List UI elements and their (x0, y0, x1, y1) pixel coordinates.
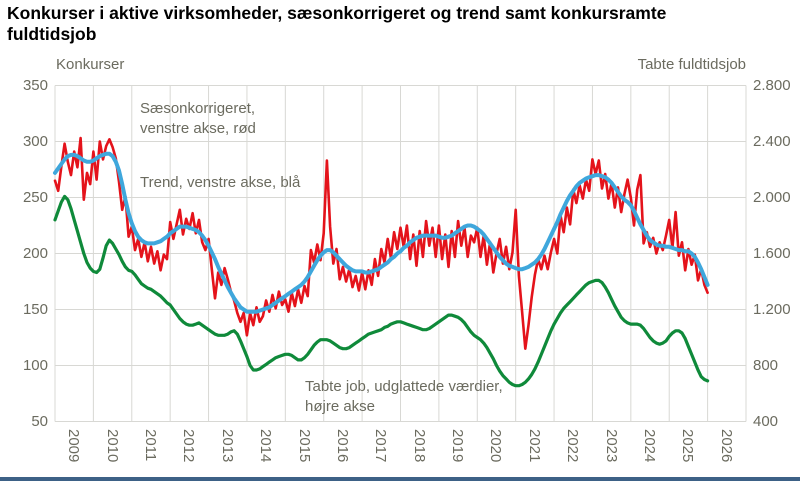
x-axis-year-label: 2025 (679, 428, 697, 462)
x-axis-year-label: 2016 (333, 428, 351, 462)
left-axis-title: Konkurser (56, 56, 125, 73)
series-line-0 (53, 136, 709, 351)
x-axis-year-label: 2012 (180, 428, 198, 462)
annotation-seasonal-line1: Sæsonkorrigeret, (140, 100, 256, 117)
left-axis-tick: 300 (22, 132, 48, 150)
left-axis-tick: 50 (31, 412, 48, 430)
series-line-2 (53, 194, 710, 388)
x-axis-year-label: 2024 (641, 428, 659, 462)
left-axis-tick: 100 (22, 356, 48, 374)
annotation-seasonal-line2: venstre akse, rød (140, 120, 256, 137)
right-axis-tick: 1.200 (753, 300, 791, 318)
x-axis-year-label: 2026 (717, 428, 735, 462)
left-axis-tick: 350 (22, 76, 48, 94)
x-axis-year-label: 2009 (65, 428, 83, 462)
x-axis-year-label: 2013 (218, 428, 236, 462)
left-axis-tick: 250 (22, 188, 48, 206)
x-axis-year-label: 2014 (257, 428, 275, 462)
right-axis-tick: 800 (753, 356, 779, 374)
chart-plot-area (53, 85, 747, 422)
right-axis-tick: 1.600 (753, 244, 791, 262)
x-axis-year-label: 2019 (449, 428, 467, 462)
annotation-jobs-line2: højre akse (305, 398, 376, 415)
annotation-trend: Trend, venstre akse, blå (140, 174, 301, 191)
x-axis-year-label: 2011 (141, 428, 159, 461)
annotation-jobs: Tabte job, udglattede værdier, højre aks… (305, 377, 503, 417)
annotation-jobs-line1: Tabte job, udglattede værdier, (305, 378, 503, 395)
chart-title: Konkurser i aktive virksomheder, sæsonko… (7, 3, 667, 45)
right-axis-tick: 2.000 (753, 188, 791, 206)
x-axis-year-label: 2017 (372, 428, 390, 462)
right-axis-tick: 400 (753, 412, 779, 430)
annotation-seasonal: Sæsonkorrigeret, venstre akse, rød (140, 99, 256, 139)
x-axis-year-label: 2018 (410, 428, 428, 462)
x-axis-year-label: 2020 (487, 428, 505, 462)
x-axis-year-label: 2023 (602, 428, 620, 462)
right-axis-tick: 2.400 (753, 132, 791, 150)
series-line-1 (53, 151, 710, 314)
right-axis-title: Tabte fuldtidsjob (637, 56, 746, 73)
x-axis-year-label: 2021 (525, 428, 543, 462)
left-axis-tick: 150 (22, 300, 48, 318)
left-axis-tick: 200 (22, 244, 48, 262)
footer-bar (0, 477, 800, 481)
x-axis-year-label: 2010 (103, 428, 121, 462)
x-axis-year-label: 2022 (564, 428, 582, 462)
x-axis-year-label: 2015 (295, 428, 313, 462)
right-axis-tick: 2.800 (753, 76, 791, 94)
gridlines (54, 85, 747, 422)
